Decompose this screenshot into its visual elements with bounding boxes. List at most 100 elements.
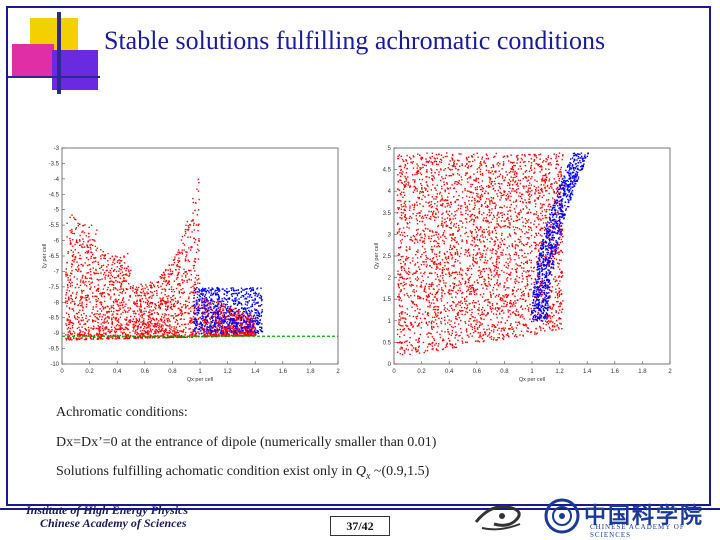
scatter-point — [178, 266, 181, 268]
scatter-point — [494, 296, 497, 298]
scatter-point — [400, 218, 403, 220]
scatter-point — [469, 291, 471, 293]
scatter-point — [78, 338, 81, 341]
scatter-point — [203, 320, 206, 322]
scatter-point — [129, 320, 132, 322]
scatter-point — [203, 298, 205, 300]
scatter-point — [254, 312, 256, 314]
scatter-point — [491, 170, 493, 172]
scatter-point — [75, 218, 77, 221]
scatter-point — [92, 292, 94, 294]
scatter-point — [495, 232, 498, 235]
scatter-point — [224, 334, 226, 337]
scatter-point — [164, 274, 166, 276]
scatter-point — [559, 309, 561, 311]
scatter-point — [184, 311, 187, 314]
scatter-point — [98, 329, 100, 331]
scatter-point — [181, 235, 184, 238]
scatter-point — [206, 305, 208, 307]
scatter-point — [119, 286, 122, 288]
x-tick-label: 0.2 — [85, 369, 94, 375]
scatter-point — [421, 245, 424, 248]
scatter-point — [170, 286, 173, 288]
scatter-point — [218, 300, 221, 303]
scatter-point — [215, 312, 217, 314]
scatter-point — [145, 297, 147, 300]
scatter-point — [252, 315, 255, 318]
scatter-point — [503, 220, 505, 222]
scatter-point — [196, 301, 198, 303]
scatter-point — [509, 206, 511, 209]
scatter-point — [216, 329, 219, 331]
scatter-point — [260, 295, 263, 298]
scatter-point — [66, 300, 69, 302]
scatter-point — [431, 235, 433, 237]
scatter-point — [536, 216, 538, 219]
scatter-point — [90, 243, 93, 246]
scatter-point — [470, 165, 472, 168]
scatter-point — [106, 269, 108, 272]
scatter-point — [97, 287, 100, 290]
scatter-point — [133, 312, 135, 315]
scatter-point — [196, 279, 198, 281]
x-tick-label: 0.8 — [168, 369, 177, 375]
scatter-point — [432, 316, 434, 319]
scatter-point — [174, 313, 176, 315]
scatter-point — [156, 292, 158, 294]
scatter-point — [141, 315, 144, 317]
scatter-point — [201, 302, 203, 304]
scatter-point — [206, 323, 208, 326]
scatter-point — [95, 298, 97, 301]
scatter-point — [446, 346, 448, 348]
scatter-point — [183, 268, 185, 271]
scatter-point — [228, 311, 230, 313]
scatter-point — [558, 295, 561, 297]
scatter-point — [141, 324, 144, 326]
scatter-point — [457, 339, 459, 342]
scatter-point — [522, 244, 525, 246]
scatter-point — [136, 333, 138, 336]
scatter-point — [483, 280, 485, 283]
scatter-point — [408, 315, 411, 317]
scatter-point — [253, 326, 256, 329]
scatter-point — [117, 319, 119, 322]
scatter-point — [121, 327, 124, 329]
scatter-point — [190, 246, 192, 248]
scatter-point — [142, 313, 145, 315]
scatter-point — [480, 193, 483, 196]
scatter-point — [425, 258, 427, 261]
scatter-point — [226, 320, 229, 323]
scatter-point — [513, 232, 516, 234]
scatter-point — [208, 306, 211, 308]
scatter-point — [486, 154, 488, 157]
scatter-point — [404, 317, 406, 319]
scatter-point — [543, 159, 545, 162]
scatter-point — [209, 306, 212, 308]
scatter-point — [215, 294, 217, 296]
scatter-point — [161, 324, 163, 326]
scatter-point — [87, 332, 90, 334]
scatter-point — [422, 313, 424, 315]
scatter-point — [562, 154, 564, 157]
scatter-point — [100, 257, 102, 260]
scatter-point — [205, 300, 208, 302]
scatter-point — [415, 229, 418, 231]
scatter-point — [164, 270, 167, 272]
scatter-point — [420, 191, 423, 193]
scatter-point — [404, 175, 406, 178]
scatter-point — [192, 197, 194, 200]
scatter-point — [230, 330, 233, 332]
scatter-point — [460, 247, 463, 249]
scatter-point — [504, 224, 507, 227]
scatter-point — [106, 311, 108, 313]
scatter-point — [257, 321, 259, 324]
scatter-point — [121, 324, 123, 326]
scatter-point — [94, 295, 96, 298]
scatter-point — [182, 292, 184, 294]
scatter-point — [190, 320, 192, 323]
scatter-point — [515, 270, 517, 273]
scatter-point — [435, 256, 438, 258]
scatter-point — [498, 170, 500, 172]
scatter-point — [89, 333, 91, 336]
scatter-point — [196, 311, 198, 314]
